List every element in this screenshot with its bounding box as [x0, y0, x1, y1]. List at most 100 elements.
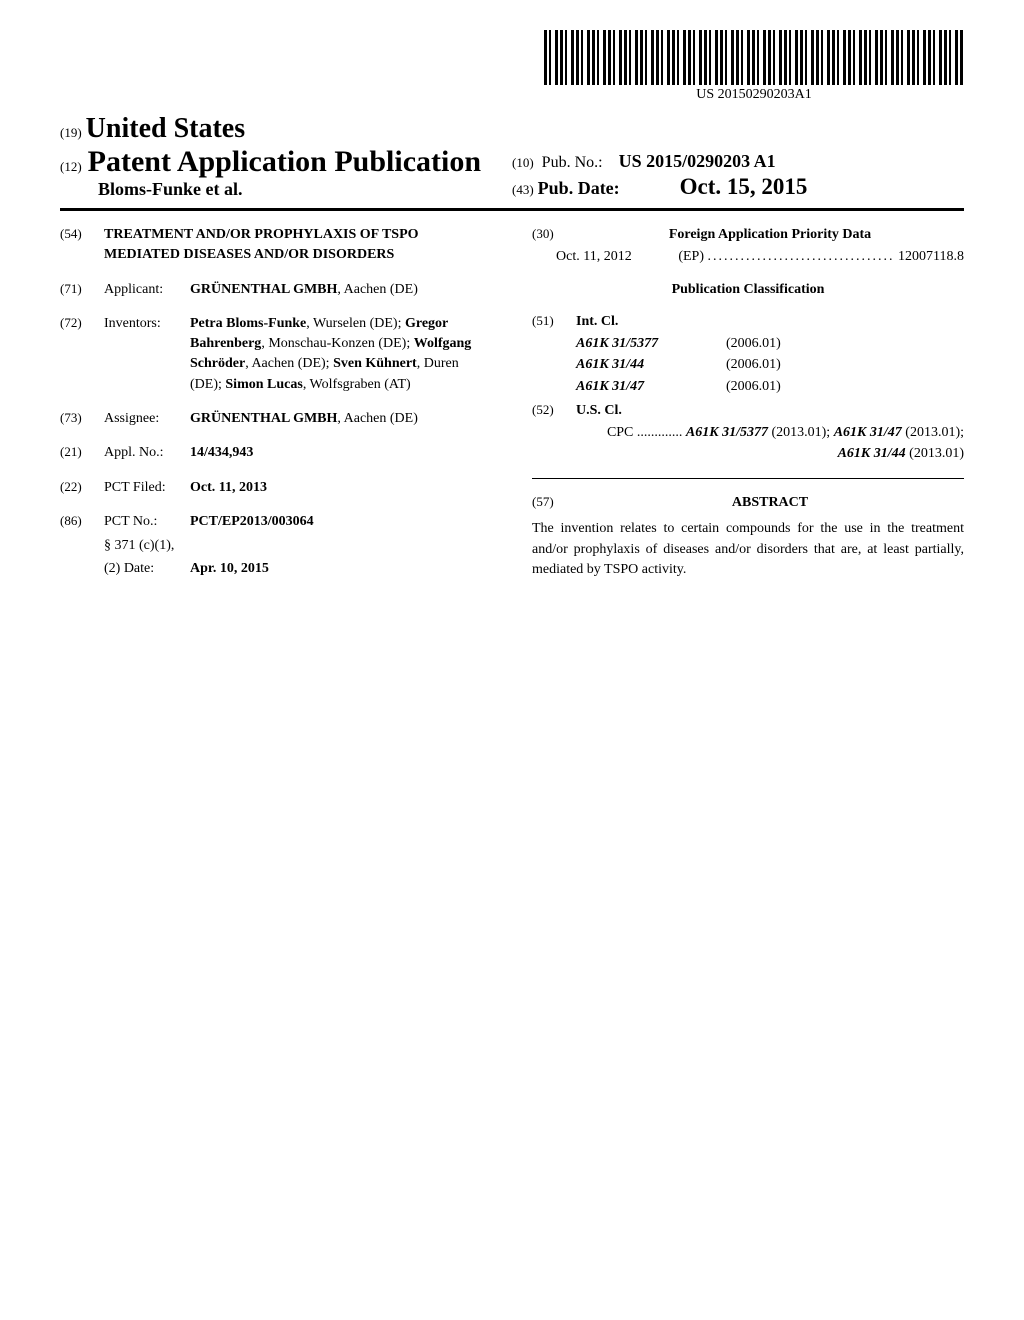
uscl-header-row: (52) U.S. Cl.: [532, 401, 964, 421]
title-block: (54) TREATMENT AND/OR PROPHYLAXIS OF TSP…: [60, 225, 492, 266]
pub-no-line: (10) Pub. No.: US 2015/0290203 A1: [512, 151, 964, 172]
applno-value: 14/434,943: [190, 443, 492, 463]
applicant-row: (71) Applicant: GRÜNENTHAL GMBH, Aachen …: [60, 280, 492, 300]
intcl-header-row: (51) Int. Cl.: [532, 312, 964, 332]
intcl-symbol: A61K 31/44: [576, 355, 726, 375]
divider-thin: [532, 478, 964, 479]
left-column: (54) TREATMENT AND/OR PROPHYLAXIS OF TSP…: [60, 225, 492, 581]
pctno-row: (86) PCT No.: PCT/EP2013/003064: [60, 512, 492, 532]
country-code: (19): [60, 125, 82, 140]
pctfiled-label: PCT Filed:: [104, 478, 190, 498]
cpc-line: CPC ............. A61K 31/5377 (2013.01)…: [576, 423, 964, 464]
inventors-list: Petra Bloms-Funke, Wurselen (DE); Gregor…: [190, 314, 492, 395]
intcl-entry: A61K 31/5377 (2006.01): [576, 334, 964, 354]
foreign-code: (30): [532, 225, 576, 245]
assignee-label: Assignee:: [104, 409, 190, 429]
inventors-code: (72): [60, 314, 104, 395]
applno-row: (21) Appl. No.: 14/434,943: [60, 443, 492, 463]
authors: Bloms-Funke et al.: [98, 179, 512, 200]
foreign-dots: ..................................: [708, 249, 895, 264]
applicant-label: Applicant:: [104, 280, 190, 300]
inventor-name: Petra Bloms-Funke: [190, 316, 306, 331]
country-line: (19) United States: [60, 113, 512, 145]
assignee-code: (73): [60, 409, 104, 429]
assignee-loc: , Aachen (DE): [337, 411, 417, 426]
intcl-date: (2006.01): [726, 377, 964, 397]
cpc-symbol: A61K 31/5377: [686, 425, 768, 440]
applno-code: (21): [60, 443, 104, 463]
content-columns: (54) TREATMENT AND/OR PROPHYLAXIS OF TSP…: [60, 225, 964, 581]
intcl-symbol: A61K 31/5377: [576, 334, 726, 354]
abstract-code: (57): [532, 493, 576, 513]
pctfiled-value: Oct. 11, 2013: [190, 478, 492, 498]
header-row: (19) United States (12) Patent Applicati…: [60, 113, 964, 200]
inventors-label: Inventors:: [104, 314, 190, 395]
intcl-entry: A61K 31/44 (2006.01): [576, 355, 964, 375]
applicant-value: GRÜNENTHAL GMBH, Aachen (DE): [190, 280, 492, 300]
pub-no-code: (10): [512, 155, 534, 170]
pubclass-header: Publication Classification: [532, 280, 964, 300]
applicant-code: (71): [60, 280, 104, 300]
pub-title-line: (12) Patent Application Publication: [60, 145, 512, 179]
pub-date-value: Oct. 15, 2015: [680, 174, 808, 200]
cpc-date: (2013.01): [906, 446, 964, 461]
foreign-country: (EP): [678, 249, 704, 264]
right-column: (30) Foreign Application Priority Data O…: [532, 225, 964, 581]
foreign-priority-row: Oct. 11, 2012 (EP) .....................…: [556, 247, 964, 267]
pub-no-value: US 2015/0290203 A1: [619, 151, 776, 171]
inventor-name: Simon Lucas: [225, 377, 302, 392]
pub-no-label: Pub. No.:: [542, 154, 603, 171]
applno-label: Appl. No.:: [104, 443, 190, 463]
s371-row: § 371 (c)(1),: [104, 536, 492, 556]
s371-date-row: (2) Date: Apr. 10, 2015: [104, 559, 492, 579]
pub-code: (12): [60, 159, 82, 175]
inventor-loc: , Wolfsgraben (AT): [303, 377, 411, 392]
assignee-row: (73) Assignee: GRÜNENTHAL GMBH, Aachen (…: [60, 409, 492, 429]
abstract-header-row: (57) ABSTRACT: [532, 493, 964, 513]
uscl-label: U.S. Cl.: [576, 401, 622, 421]
intcl-date: (2006.01): [726, 355, 964, 375]
cpc-dots: .............: [637, 425, 683, 440]
barcode: US 20150290203A1: [544, 30, 964, 103]
abstract-text: The invention relates to certain compoun…: [532, 519, 964, 580]
applicant-name: GRÜNENTHAL GMBH: [190, 282, 337, 297]
cpc-label: CPC: [607, 425, 633, 440]
pctfiled-code: (22): [60, 478, 104, 498]
inventor-loc: , Aachen (DE);: [245, 356, 333, 371]
pub-date-line: (43) Pub. Date: Oct. 15, 2015: [512, 174, 964, 200]
cpc-symbol: A61K 31/47: [834, 425, 902, 440]
cpc-symbol: A61K 31/44: [838, 446, 906, 461]
pctno-label: PCT No.:: [104, 512, 190, 532]
barcode-section: US 20150290203A1: [60, 30, 964, 103]
intcl-label: Int. Cl.: [576, 312, 618, 332]
pub-date-label: Pub. Date:: [538, 178, 620, 199]
pctno-value: PCT/EP2013/003064: [190, 512, 492, 532]
abstract-label: ABSTRACT: [576, 493, 964, 513]
inventors-row: (72) Inventors: Petra Bloms-Funke, Wurse…: [60, 314, 492, 395]
cpc-date: (2013.01);: [768, 425, 834, 440]
s371-date-value: Apr. 10, 2015: [190, 559, 269, 579]
intcl-date: (2006.01): [726, 334, 964, 354]
pub-date-code: (43): [512, 182, 534, 198]
foreign-header-row: (30) Foreign Application Priority Data: [532, 225, 964, 245]
foreign-header: Foreign Application Priority Data: [576, 225, 964, 245]
s371-label: § 371 (c)(1),: [104, 536, 190, 556]
inventor-loc: , Wurselen (DE);: [306, 316, 401, 331]
assignee-name: GRÜNENTHAL GMBH: [190, 411, 337, 426]
pctfiled-row: (22) PCT Filed: Oct. 11, 2013: [60, 478, 492, 498]
header-right: (10) Pub. No.: US 2015/0290203 A1 (43) P…: [512, 151, 964, 200]
invention-title: TREATMENT AND/OR PROPHYLAXIS OF TSPO MED…: [104, 225, 492, 266]
assignee-value: GRÜNENTHAL GMBH, Aachen (DE): [190, 409, 492, 429]
pub-title: Patent Application Publication: [88, 145, 481, 179]
barcode-image: [544, 30, 964, 85]
intcl-code: (51): [532, 312, 576, 332]
intcl-symbol: A61K 31/47: [576, 377, 726, 397]
pctno-code: (86): [60, 512, 104, 532]
header-left: (19) United States (12) Patent Applicati…: [60, 113, 512, 200]
foreign-appno: 12007118.8: [898, 249, 964, 264]
cpc-date: (2013.01);: [902, 425, 964, 440]
divider-thick: [60, 208, 964, 211]
applicant-loc: , Aachen (DE): [337, 282, 417, 297]
intcl-entry: A61K 31/47 (2006.01): [576, 377, 964, 397]
country-name: United States: [86, 113, 245, 144]
